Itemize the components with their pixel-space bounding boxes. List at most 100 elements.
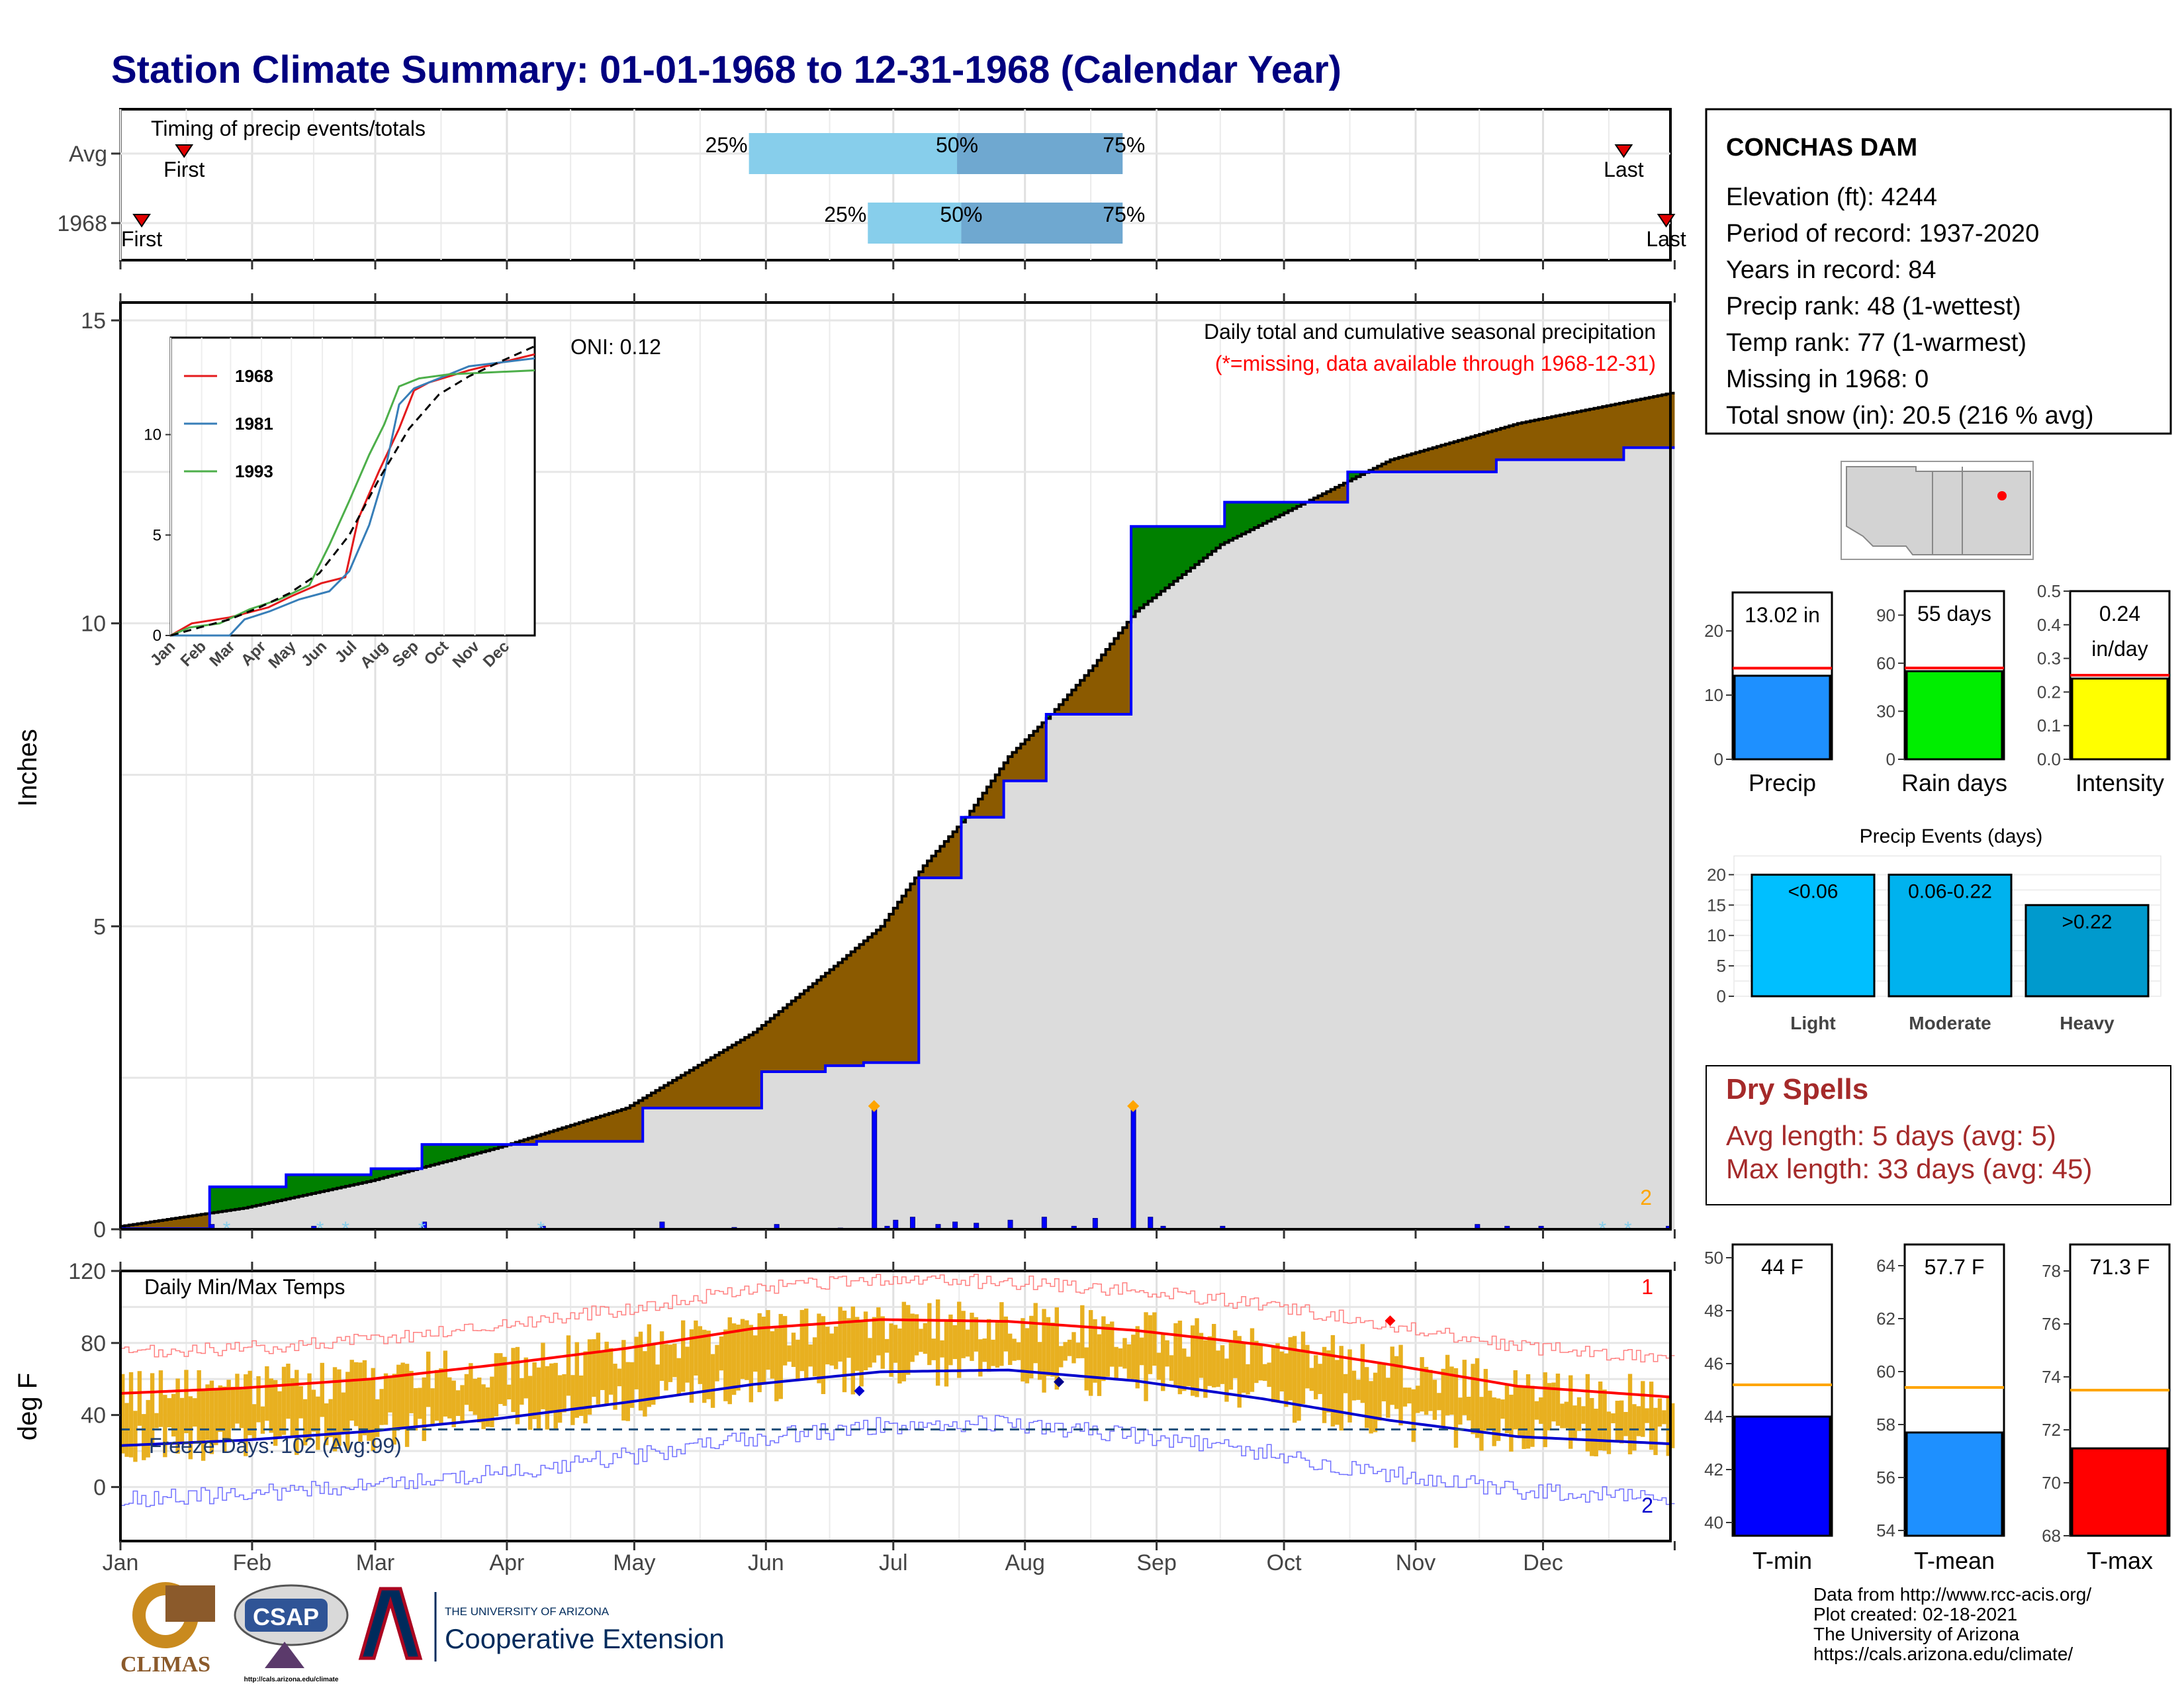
daily-temp-bar bbox=[1619, 1400, 1624, 1444]
daily-temp-bar bbox=[1518, 1385, 1522, 1438]
daily-temp-bar bbox=[379, 1389, 384, 1425]
daily-temp-bar bbox=[1585, 1374, 1590, 1452]
daily-temp-bar bbox=[515, 1346, 520, 1425]
daily-temp-bar bbox=[808, 1344, 813, 1367]
daily-temp-bar bbox=[787, 1345, 792, 1362]
daily-temp-bar bbox=[647, 1324, 652, 1407]
avg-min-line bbox=[120, 1368, 1671, 1447]
daily-temp-bar bbox=[197, 1370, 201, 1444]
daily-temp-bar bbox=[876, 1307, 881, 1356]
daily-temp-bar bbox=[1330, 1335, 1336, 1427]
rain-days-y-label: 60 bbox=[1876, 653, 1895, 673]
daily-temp-bar bbox=[766, 1310, 770, 1370]
month-label: Nov bbox=[1396, 1550, 1435, 1575]
daily-temp-bar bbox=[1326, 1350, 1331, 1413]
avg-max-line bbox=[120, 1318, 1671, 1399]
daily-temp-bar bbox=[952, 1325, 958, 1360]
events-bar-heavy bbox=[2025, 904, 2150, 998]
daily-temp-bar bbox=[1199, 1333, 1204, 1378]
daily-temp-bar bbox=[1407, 1387, 1412, 1404]
daily-temp-bar bbox=[447, 1377, 452, 1419]
daily-temp-bar bbox=[400, 1362, 405, 1429]
daily-temp-bar bbox=[128, 1372, 134, 1458]
daily-temp-bar bbox=[1636, 1406, 1641, 1436]
inset-average-line bbox=[170, 345, 535, 637]
daily-temp-bar bbox=[1135, 1326, 1140, 1389]
daily-temp-bar bbox=[1250, 1328, 1255, 1392]
daily-temp-bar bbox=[799, 1309, 805, 1372]
daily-temp-bar bbox=[872, 1317, 877, 1363]
daily-temp-bar bbox=[375, 1399, 380, 1437]
legend-label: 1968 bbox=[235, 366, 273, 386]
daily-temp-bar bbox=[761, 1317, 766, 1384]
dry-spells-avg: Avg length: 5 days (avg: 5) bbox=[1726, 1120, 2056, 1151]
daily-temp-bar bbox=[1212, 1324, 1216, 1387]
y-tick-label: 10 bbox=[81, 612, 106, 637]
daily-temp-bar bbox=[855, 1317, 860, 1371]
daily-temp-bar bbox=[218, 1385, 222, 1432]
daily-temp-bar bbox=[1228, 1342, 1234, 1390]
daily-temp-bar bbox=[1271, 1346, 1276, 1403]
daily-temp-bar bbox=[163, 1395, 167, 1458]
month-label: Sep bbox=[1136, 1550, 1177, 1575]
daily-temp-bar bbox=[884, 1338, 889, 1353]
daily-temp-bar bbox=[961, 1311, 966, 1358]
daily-temp-bar bbox=[1394, 1356, 1399, 1409]
daily-temp-bar bbox=[388, 1376, 392, 1413]
heavy-event-marker bbox=[868, 1100, 880, 1112]
footer-line: Plot created: 02-18-2021 bbox=[1813, 1604, 2017, 1624]
timing-row-label: Avg bbox=[69, 142, 107, 167]
daily-temp-bar bbox=[1369, 1381, 1373, 1434]
t-min-y-label: 44 bbox=[1704, 1407, 1723, 1427]
daily-temp-bar bbox=[651, 1344, 656, 1405]
daily-temp-bar bbox=[1547, 1383, 1552, 1430]
temp-daily-bars bbox=[120, 1274, 1675, 1507]
precip-corner-count: 2 bbox=[1640, 1186, 1652, 1209]
daily-temp-bar bbox=[893, 1325, 898, 1363]
daily-temp-bar bbox=[1598, 1381, 1603, 1450]
daily-temp-bar bbox=[150, 1373, 155, 1444]
rain-days-value-label: 55 days bbox=[1917, 602, 1991, 626]
precip-y-label: 0 bbox=[1714, 749, 1723, 769]
daily-temp-bar bbox=[545, 1366, 550, 1430]
daily-temp-bar bbox=[1195, 1318, 1199, 1397]
daily-temp-bar bbox=[205, 1384, 210, 1440]
daily-temp-bar bbox=[1602, 1389, 1607, 1451]
daily-temp-bar bbox=[1572, 1405, 1577, 1440]
t-mean-y-label: 54 bbox=[1876, 1521, 1895, 1540]
record-high-line bbox=[120, 1274, 1675, 1363]
daily-temp-bar bbox=[320, 1362, 324, 1417]
t-mean-axis-label: T-mean bbox=[1914, 1547, 1995, 1574]
footer-credits: Data from http://www.rcc-acis.org/Plot c… bbox=[1813, 1584, 2091, 1664]
station-lines: Elevation (ft): 4244 Period of record: 19… bbox=[1726, 183, 2094, 430]
daily-temp-bar bbox=[201, 1390, 206, 1461]
daily-temp-bar bbox=[685, 1346, 690, 1383]
daily-precip-bar bbox=[1041, 1217, 1047, 1230]
daily-temp-bar bbox=[184, 1370, 189, 1434]
daily-temp-bar bbox=[1335, 1360, 1340, 1425]
daily-temp-bar bbox=[796, 1339, 800, 1380]
daily-temp-bar bbox=[553, 1362, 558, 1429]
rain-days-axis-label: Rain days bbox=[1901, 769, 2007, 796]
daily-temp-bar bbox=[659, 1331, 664, 1382]
station-info-line: Elevation (ft): 4244 bbox=[1726, 183, 1937, 211]
daily-temp-bar bbox=[265, 1366, 269, 1421]
daily-temp-bar bbox=[1258, 1345, 1263, 1381]
daily-temp-bar bbox=[1050, 1322, 1055, 1377]
daily-temp-bar bbox=[1437, 1393, 1441, 1411]
pct-25-label: 25% bbox=[824, 203, 866, 226]
daily-temp-bar bbox=[1084, 1347, 1089, 1391]
daily-temp-bar bbox=[1275, 1343, 1280, 1402]
climas-logo: CLIMAS bbox=[120, 1582, 215, 1677]
y-tick-label: 5 bbox=[93, 914, 106, 939]
daily-temp-bar bbox=[302, 1399, 308, 1446]
daily-temp-bar bbox=[1653, 1407, 1658, 1456]
daily-temp-bar bbox=[1632, 1404, 1637, 1451]
daily-temp-bar bbox=[1016, 1342, 1021, 1360]
t-max-y-label: 76 bbox=[2042, 1314, 2061, 1334]
daily-temp-bar bbox=[1254, 1340, 1259, 1383]
daily-temp-bar bbox=[345, 1372, 350, 1451]
daily-temp-bar bbox=[1453, 1368, 1459, 1448]
daily-temp-bar bbox=[137, 1371, 142, 1426]
daily-temp-bar bbox=[311, 1389, 316, 1432]
